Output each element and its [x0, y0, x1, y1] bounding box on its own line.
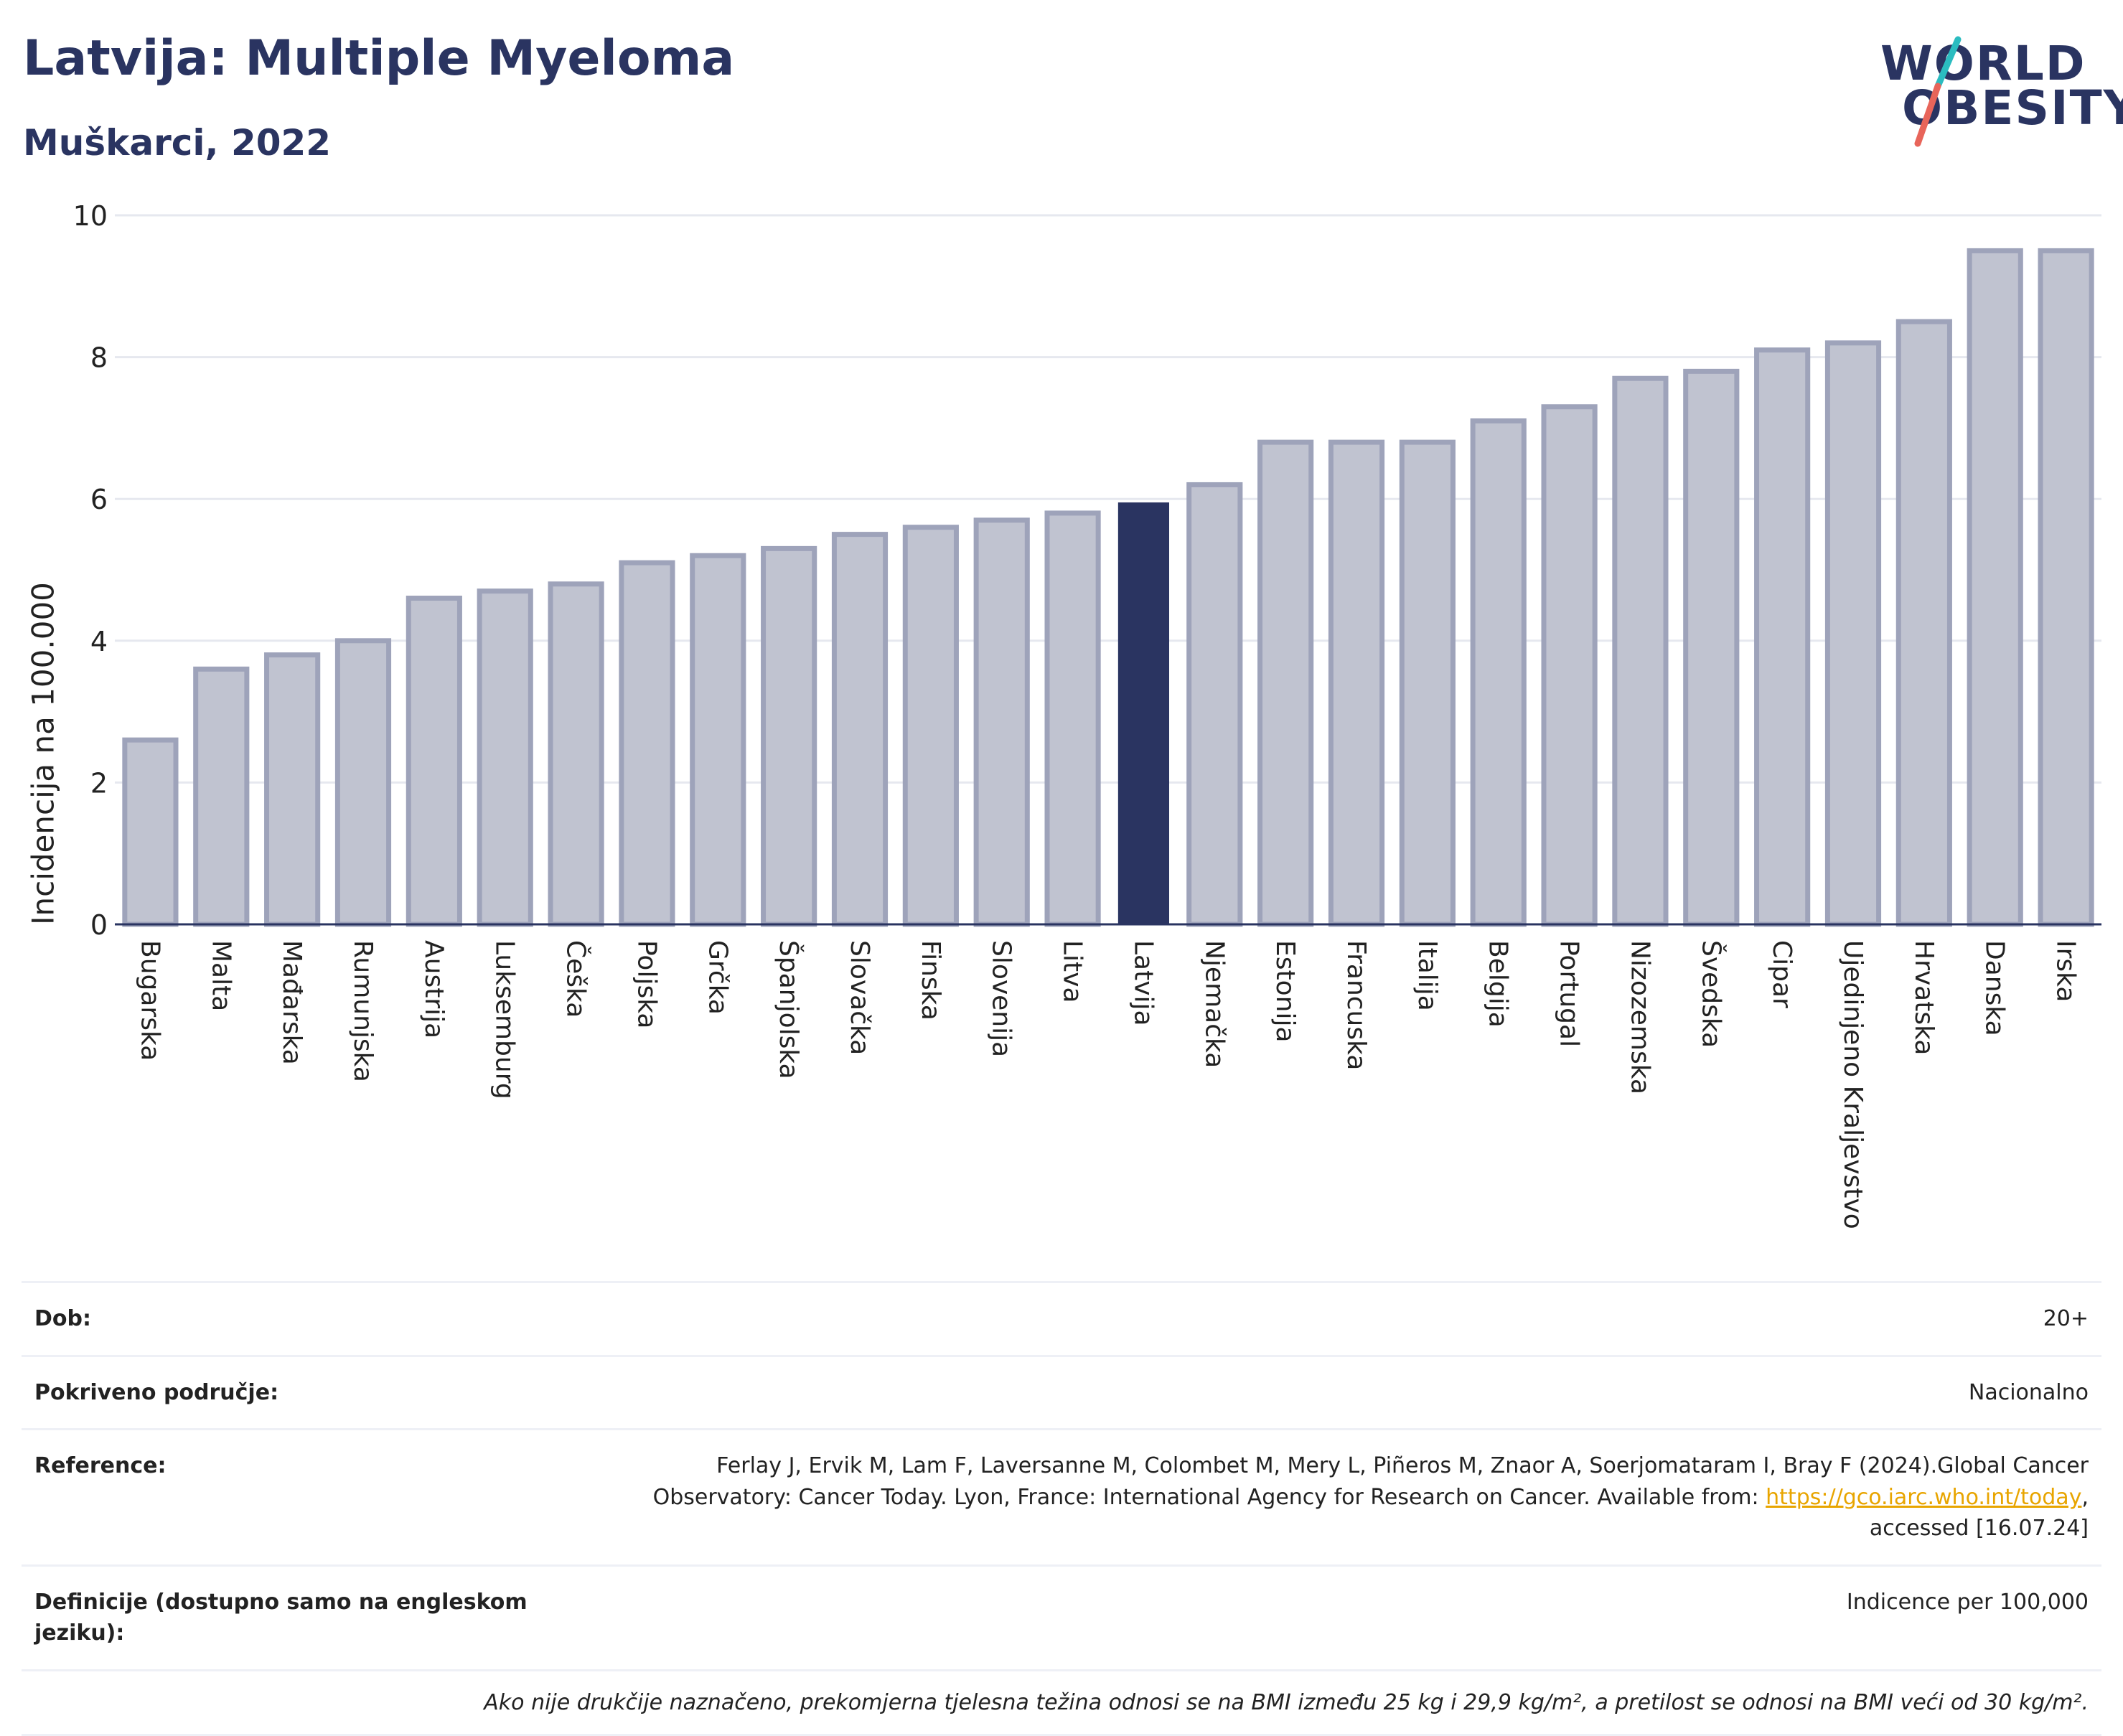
x-tick-label: Austrija	[419, 940, 449, 1038]
bar	[973, 517, 1030, 927]
y-tick-label: 10	[73, 200, 108, 232]
x-tick-label: Švedska	[1696, 940, 1726, 1048]
bar	[122, 737, 179, 927]
bar	[761, 545, 817, 927]
info-value: Indicence per 100,000	[1846, 1589, 2089, 1615]
footnote: Ako nije drukčije naznačeno, prekomjerna…	[22, 1669, 2101, 1736]
bar	[334, 638, 392, 927]
bar	[1117, 502, 1170, 924]
info-key: Dob:	[34, 1306, 91, 1331]
reference-accessed: , accessed [16.07.24]	[1869, 1484, 2089, 1542]
y-tick-label: 6	[90, 484, 108, 515]
info-key: Definicije (dostupno samo na engleskom j…	[34, 1589, 528, 1646]
info-value: Ferlay J, Ervik M, Lam F, Laversanne M, …	[617, 1450, 2089, 1544]
bar	[1967, 248, 2023, 927]
x-tick-label: Cipar	[1767, 940, 1796, 1008]
bar	[831, 532, 889, 927]
bar	[1470, 418, 1527, 927]
bar	[619, 560, 675, 927]
world-obesity-logo: WORLD OBESITY	[1873, 36, 2123, 151]
bar	[2038, 248, 2094, 927]
info-value: Nacionalno	[1968, 1379, 2089, 1405]
bar	[690, 553, 746, 927]
bar	[1541, 404, 1598, 927]
bar	[548, 581, 604, 927]
bar	[1895, 319, 1952, 927]
page-subtitle: Muškarci, 2022	[23, 122, 332, 164]
info-row-age: Dob: 20+	[22, 1281, 2101, 1355]
x-tick-label: Danska	[1980, 940, 2010, 1036]
page-title: Latvija: Multiple Myeloma	[23, 30, 735, 87]
x-tick-label: Poljska	[632, 940, 661, 1029]
x-tick-label: Slovenija	[987, 940, 1016, 1057]
y-tick-label: 4	[90, 626, 108, 657]
x-tick-label: Litva	[1058, 940, 1087, 1003]
x-tick-label: Portugal	[1555, 940, 1584, 1047]
x-tick-label: Mađarska	[277, 940, 306, 1065]
info-row-coverage: Pokriveno područje: Nacionalno	[22, 1354, 2101, 1429]
x-tick-label: Belgija	[1484, 940, 1513, 1028]
x-tick-label: Luksemburg	[490, 940, 520, 1099]
bar	[1824, 340, 1882, 927]
bar	[193, 666, 250, 927]
x-tick-label: Španjolska	[774, 940, 804, 1079]
x-tick-label: Bugarska	[135, 940, 164, 1061]
bar	[406, 596, 462, 927]
x-tick-label: Finska	[916, 940, 945, 1021]
y-tick-label: 2	[90, 767, 108, 799]
bar	[1186, 482, 1243, 927]
bar	[1754, 347, 1811, 927]
x-tick-label: Rumunjska	[348, 940, 378, 1082]
info-key: Reference:	[34, 1453, 167, 1478]
info-table: Dob: 20+ Pokriveno područje: Nacionalno …	[22, 1281, 2101, 1736]
bar	[477, 588, 533, 927]
x-tick-label: Hrvatska	[1909, 940, 1939, 1055]
logo-text-world: WORLD	[1880, 36, 2086, 91]
bar	[1612, 375, 1669, 927]
x-tick-label: Češka	[561, 940, 591, 1018]
y-tick-label: 8	[90, 342, 108, 374]
info-row-definitions: Definicije (dostupno samo na engleskom j…	[22, 1564, 2101, 1669]
bar	[1683, 368, 1740, 927]
info-key: Pokriveno područje:	[34, 1379, 279, 1405]
bar	[1328, 439, 1385, 927]
x-tick-label: Ujedinjeno Kraljevstvo	[1838, 940, 1867, 1229]
x-tick-label: Francuska	[1341, 940, 1371, 1070]
logo-slash-icon	[1914, 36, 1962, 147]
info-value: 20+	[2043, 1306, 2089, 1331]
x-tick-label: Grčka	[703, 940, 732, 1015]
x-tick-label: Irska	[2051, 940, 2081, 1002]
bar	[1257, 439, 1314, 927]
reference-text: Ferlay J, Ervik M, Lam F, Laversanne M, …	[652, 1453, 2089, 1510]
reference-link[interactable]: https://gco.iarc.who.int/today	[1766, 1484, 2082, 1510]
bar	[1044, 510, 1101, 927]
x-tick-label: Estonija	[1270, 940, 1300, 1043]
y-tick-label: 0	[90, 909, 108, 941]
x-tick-label: Nizozemska	[1625, 940, 1654, 1094]
x-tick-label: Latvija	[1128, 940, 1158, 1026]
info-row-reference: Reference: Ferlay J, Ervik M, Lam F, Lav…	[22, 1428, 2101, 1564]
bar-chart: 0 2 4 6 8 10 Bugarska Malta Mađarska Rumunjska Aus…	[73, 200, 2101, 1229]
bar	[1399, 439, 1456, 927]
x-tick-label: Italija	[1412, 940, 1442, 1011]
x-tick-label: Malta	[206, 940, 235, 1011]
x-tick-label: Njemačka	[1199, 940, 1229, 1068]
bar	[264, 652, 321, 927]
bar	[902, 525, 959, 927]
x-tick-label: Slovačka	[845, 940, 874, 1055]
